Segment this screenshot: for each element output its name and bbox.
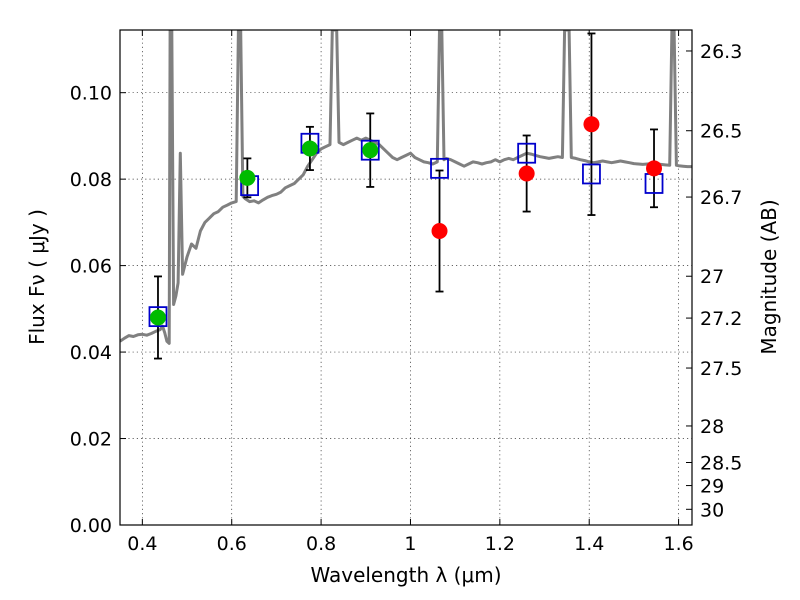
tick-labels: 0.4 0.6 0.8 1 1.2 1.4 1.6 0.00 0.02 0.04 0.06 0.08 0… [70,41,743,555]
x-tick-label-3: 1 [404,533,416,555]
model-square-3 [360,139,380,161]
y-tick-label-3: 0.06 [70,256,112,278]
x-tick-label-0: 0.4 [127,533,157,555]
right-tick-label-1: 26.5 [700,121,742,143]
observed-point-2 [301,140,318,157]
x-tick-label-4: 1.2 [485,533,515,555]
grid-lines [120,30,692,525]
y-tick-label-2: 0.04 [70,342,112,364]
data-points-layer [148,32,664,360]
model-square-4 [430,157,449,179]
y-tick-label-5: 0.10 [70,83,112,105]
x-tick-label-6: 1.6 [663,533,693,555]
y-tick-label-4: 0.08 [70,169,112,191]
y-tick-label-0: 0.00 [70,515,112,537]
model-square-5 [517,142,537,164]
y-axis-right-label: Magnitude (AB) [757,199,781,354]
right-tick-label-7: 28.5 [700,453,742,475]
observed-point-3 [362,142,379,159]
right-tick-label-0: 26.3 [700,41,742,63]
observed-point-4 [431,223,448,240]
right-tick-label-5: 27.5 [700,358,742,380]
x-tick-label-2: 0.8 [306,533,336,555]
right-tick-label-6: 28 [700,416,724,438]
x-axis-label: Wavelength λ (μm) [310,563,501,587]
observed-point-6 [583,116,600,133]
right-tick-label-2: 26.7 [700,187,742,209]
observed-point-7 [646,160,663,177]
axes-frame [119,29,693,526]
y-tick-label-1: 0.02 [70,429,112,451]
right-tick-label-8: 29 [700,476,724,498]
x-tick-label-5: 1.4 [574,533,604,555]
plot-frame [119,29,693,526]
observed-point-0 [149,309,166,326]
right-tick-label-4: 27.2 [700,308,742,330]
x-tick-label-1: 0.6 [217,533,247,555]
right-tick-label-3: 27 [700,266,724,288]
model-square-0 [148,306,168,328]
observed-point-1 [239,169,256,186]
observed-point-5 [518,165,535,182]
model-square-6 [582,163,601,185]
model-spectrum-layer [120,30,692,345]
right-tick-label-9: 30 [700,499,724,521]
y-axis-label: Flux Fν ( μJy ) [25,209,49,345]
model-spectrum-line [120,30,692,345]
